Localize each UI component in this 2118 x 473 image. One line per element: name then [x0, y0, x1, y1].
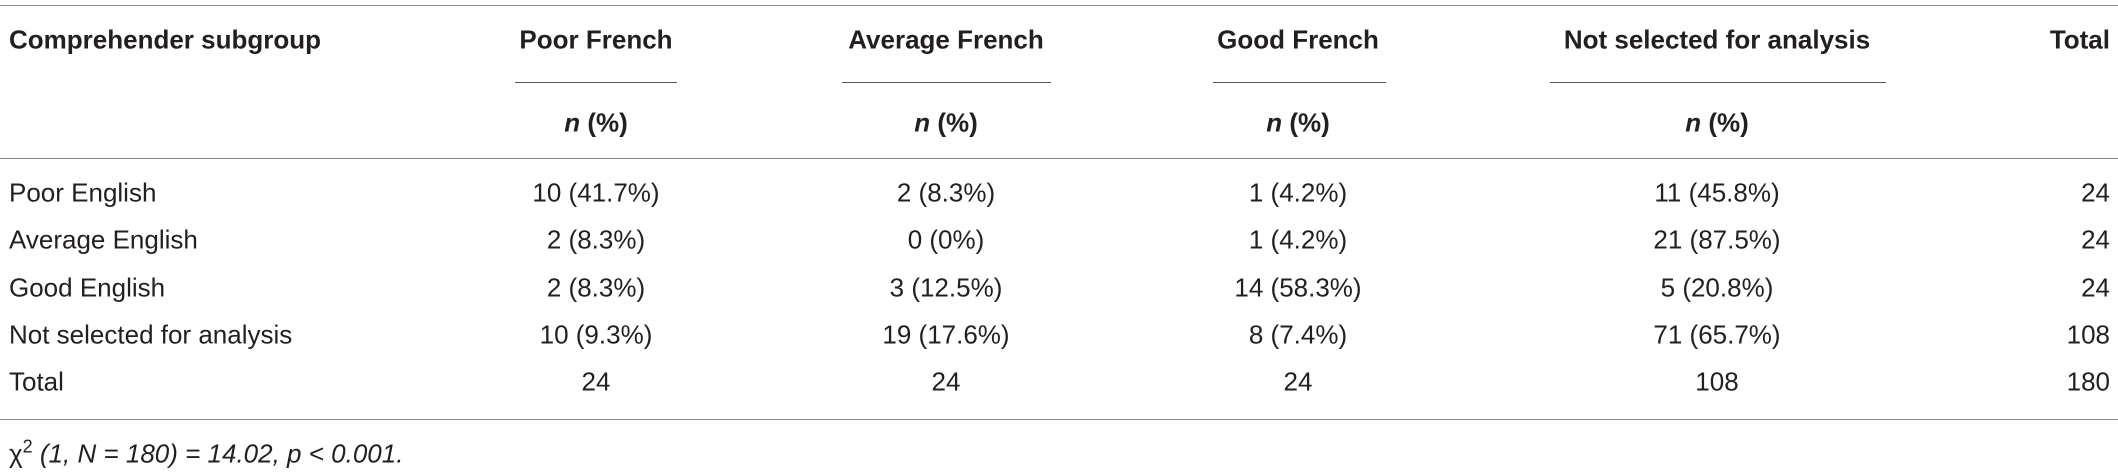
cell: 0 (0%) — [907, 224, 985, 255]
cell: 1 (4.2%) — [1248, 224, 1348, 255]
cell: 19 (17.6%) — [882, 319, 1010, 350]
subheader: n (%) — [1685, 108, 1749, 139]
row-label: Poor English — [9, 177, 157, 208]
cell: 14 (58.3%) — [1234, 272, 1362, 303]
subheader-variable: n — [1685, 107, 1702, 138]
column-header: Comprehender subgroup — [9, 24, 322, 55]
cell: 24 — [2081, 177, 2110, 208]
cell: 11 (45.8%) — [1654, 177, 1780, 208]
footnote: χ2 (1, N = 180) = 14.02, p < 0.001. — [9, 437, 403, 470]
cell: 71 (65.7%) — [1653, 319, 1781, 350]
cell: 24 — [2081, 272, 2110, 303]
column-header: Good French — [1217, 24, 1379, 55]
subheader-unit: (%) — [1289, 107, 1330, 138]
cell: 108 — [1695, 366, 1739, 397]
subheader-variable: n — [914, 107, 931, 138]
cell: 2 (8.3%) — [546, 272, 646, 303]
column-header: Average French — [848, 24, 1044, 55]
footnote-symbol: χ — [9, 438, 23, 469]
cell: 180 — [2066, 366, 2110, 397]
column-underline — [842, 82, 1051, 83]
footnote-text: (1, N = 180) = 14.02, p < 0.001. — [32, 438, 404, 469]
column-header: Not selected for analysis — [1563, 24, 1871, 55]
cell: 3 (12.5%) — [889, 272, 1003, 303]
subheader: n (%) — [564, 108, 628, 139]
row-label: Good English — [9, 272, 166, 303]
column-underline — [515, 82, 677, 83]
subheader-variable: n — [564, 107, 581, 138]
row-label: Not selected for analysis — [9, 319, 293, 350]
cell: 2 (8.3%) — [896, 177, 996, 208]
cell: 10 (9.3%) — [539, 319, 653, 350]
row-label: Total — [9, 366, 64, 397]
bottom-rule — [0, 419, 2118, 420]
cell: 24 — [2081, 224, 2110, 255]
top-rule — [0, 5, 2118, 6]
subheader-unit: (%) — [1708, 107, 1749, 138]
subheader-variable: n — [1266, 107, 1283, 138]
column-underline — [1550, 82, 1886, 83]
row-label: Average English — [9, 224, 198, 255]
cell: 5 (20.8%) — [1660, 272, 1774, 303]
cell: 24 — [1283, 366, 1313, 397]
cell: 24 — [931, 366, 961, 397]
subheader-unit: (%) — [587, 107, 628, 138]
footnote-superscript: 2 — [22, 436, 33, 457]
column-header: Total — [2049, 24, 2110, 55]
cell: 10 (41.7%) — [532, 177, 660, 208]
cell: 108 — [2066, 319, 2110, 350]
cell: 2 (8.3%) — [546, 224, 646, 255]
column-underline — [1213, 82, 1386, 83]
subheader: n (%) — [914, 108, 978, 139]
cell: 21 (87.5%) — [1653, 224, 1781, 255]
subheader-unit: (%) — [937, 107, 978, 138]
cell: 8 (7.4%) — [1248, 319, 1348, 350]
cell: 24 — [581, 366, 611, 397]
subheader: n (%) — [1266, 108, 1330, 139]
header-rule — [0, 158, 2118, 159]
cell: 1 (4.2%) — [1248, 177, 1348, 208]
column-header: Poor French — [519, 24, 673, 55]
